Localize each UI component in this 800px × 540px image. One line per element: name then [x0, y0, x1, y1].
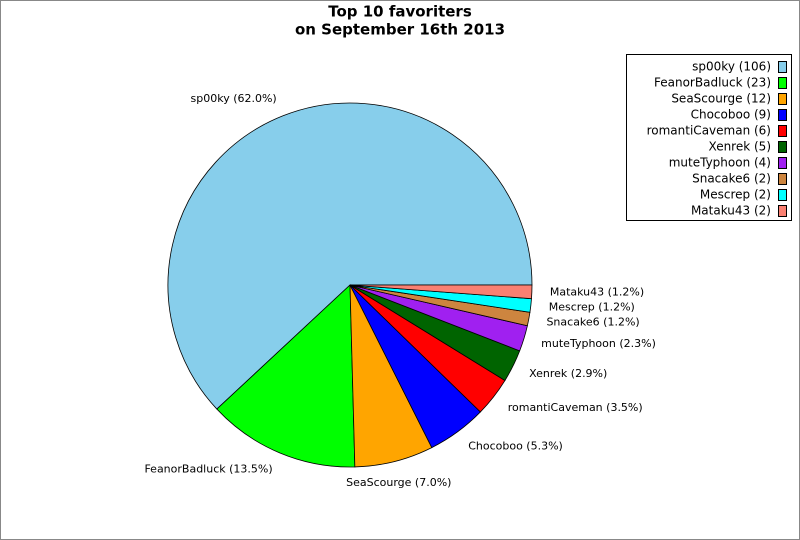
slice-label: SeaScourge (7.0%): [346, 476, 451, 489]
slice-label: FeanorBadluck (13.5%): [144, 462, 272, 475]
legend-label: Chocoboo (9): [691, 108, 771, 122]
slice-label: romantiCaveman (3.5%): [508, 401, 643, 414]
pie-slice: [349, 284, 533, 300]
legend-label: Mataku43 (2): [691, 204, 771, 218]
legend-swatch: [778, 125, 787, 137]
legend-label: Xenrek (5): [709, 140, 771, 154]
legend-swatch: [778, 157, 787, 169]
legend-swatch: [778, 77, 787, 89]
slice-label: Snacake6 (1.2%): [546, 316, 639, 329]
legend-label: muteTyphoon (4): [669, 156, 771, 170]
pie-slice: [216, 284, 356, 468]
slice-label: sp00ky (62.0%): [191, 92, 277, 105]
pie-slice: [167, 102, 533, 410]
legend-swatch: [778, 173, 787, 185]
legend-label: romantiCaveman (6): [647, 124, 771, 138]
legend-label: Mescrep (2): [700, 188, 771, 202]
slice-label: Mescrep (1.2%): [549, 301, 635, 314]
legend-swatch: [778, 61, 787, 73]
legend-label: sp00ky (106): [692, 60, 771, 74]
slice-label: muteTyphoon (2.3%): [541, 337, 656, 350]
legend-label: SeaScourge (12): [671, 92, 771, 106]
legend-box: [626, 54, 792, 221]
slice-label: Mataku43 (1.2%): [550, 286, 644, 299]
legend-swatch: [778, 205, 787, 217]
legend-label: FeanorBadluck (23): [654, 76, 771, 90]
chart-title: Top 10 favoriters: [328, 3, 472, 21]
slice-label: Xenrek (2.9%): [529, 367, 607, 380]
slice-label: Chocoboo (5.3%): [468, 439, 563, 452]
legend-swatch: [778, 93, 787, 105]
legend-label: Snacake6 (2): [692, 172, 771, 186]
chart-subtitle: on September 16th 2013: [295, 21, 505, 39]
legend-swatch: [778, 109, 787, 121]
legend-swatch: [778, 141, 787, 153]
legend-swatch: [778, 189, 787, 201]
